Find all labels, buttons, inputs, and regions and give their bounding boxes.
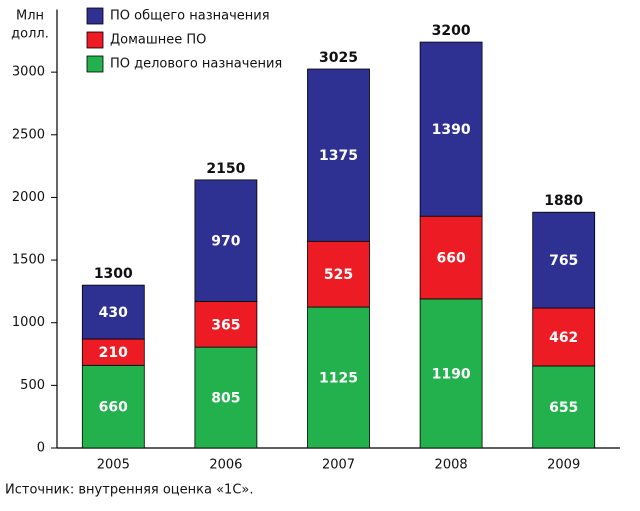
data-label: 660 <box>436 251 465 267</box>
data-label: 210 <box>99 345 128 361</box>
y-tick-label: 2500 <box>12 127 45 142</box>
data-label: 430 <box>99 305 128 321</box>
legend-swatch <box>86 7 104 25</box>
data-label: 805 <box>211 391 240 407</box>
legend-label: Домашнее ПО <box>110 33 206 48</box>
total-label: 2150 <box>206 161 245 177</box>
y-axis-label: долл. <box>11 27 49 42</box>
bar-segment <box>419 41 483 217</box>
y-tick-label: 2000 <box>12 190 45 205</box>
bar-segment <box>532 365 596 449</box>
bar-segment <box>81 338 145 366</box>
data-label: 660 <box>99 400 128 416</box>
data-label: 462 <box>549 330 578 346</box>
data-label: 765 <box>549 253 578 269</box>
bar-segment <box>532 211 596 309</box>
bar-segment <box>81 284 145 340</box>
data-label: 1190 <box>432 366 471 382</box>
data-label: 1125 <box>319 371 358 387</box>
bar-segment <box>419 298 483 449</box>
x-tick-label: 2008 <box>435 458 468 473</box>
total-label: 1880 <box>544 193 583 209</box>
total-label: 3025 <box>319 50 358 66</box>
legend-swatch <box>86 31 104 49</box>
y-tick-label: 3000 <box>12 65 45 80</box>
x-tick-label: 2006 <box>209 458 242 473</box>
bar-segment <box>307 240 370 308</box>
y-tick-label: 1000 <box>12 315 45 330</box>
total-label: 3200 <box>432 23 471 39</box>
x-tick-label: 2007 <box>322 458 355 473</box>
legend-label: ПО общего назначения <box>110 9 270 24</box>
bar-segment <box>81 364 145 449</box>
x-tick-label: 2009 <box>547 458 580 473</box>
data-label: 970 <box>211 234 240 250</box>
x-tick-label: 2005 <box>97 458 130 473</box>
data-label: 1390 <box>432 122 471 138</box>
legend-label: ПО делового назначения <box>110 57 282 72</box>
bar-segment <box>532 307 596 367</box>
y-tick-label: 1500 <box>12 253 45 268</box>
data-label: 1375 <box>319 148 358 164</box>
y-axis-label: Млн <box>16 9 44 24</box>
bar-segment <box>307 68 370 242</box>
legend-swatch <box>86 55 104 73</box>
bar-segment <box>194 301 258 348</box>
data-label: 525 <box>324 267 353 283</box>
total-label: 1300 <box>94 266 133 282</box>
source-note: Источник: внутренняя оценка «1С». <box>5 483 253 498</box>
data-label: 365 <box>211 317 240 333</box>
bar-segment <box>194 346 258 449</box>
bar-segment <box>194 179 258 302</box>
data-label: 655 <box>549 400 578 416</box>
y-tick-label: 500 <box>20 378 45 393</box>
y-tick-label: 0 <box>37 441 45 456</box>
